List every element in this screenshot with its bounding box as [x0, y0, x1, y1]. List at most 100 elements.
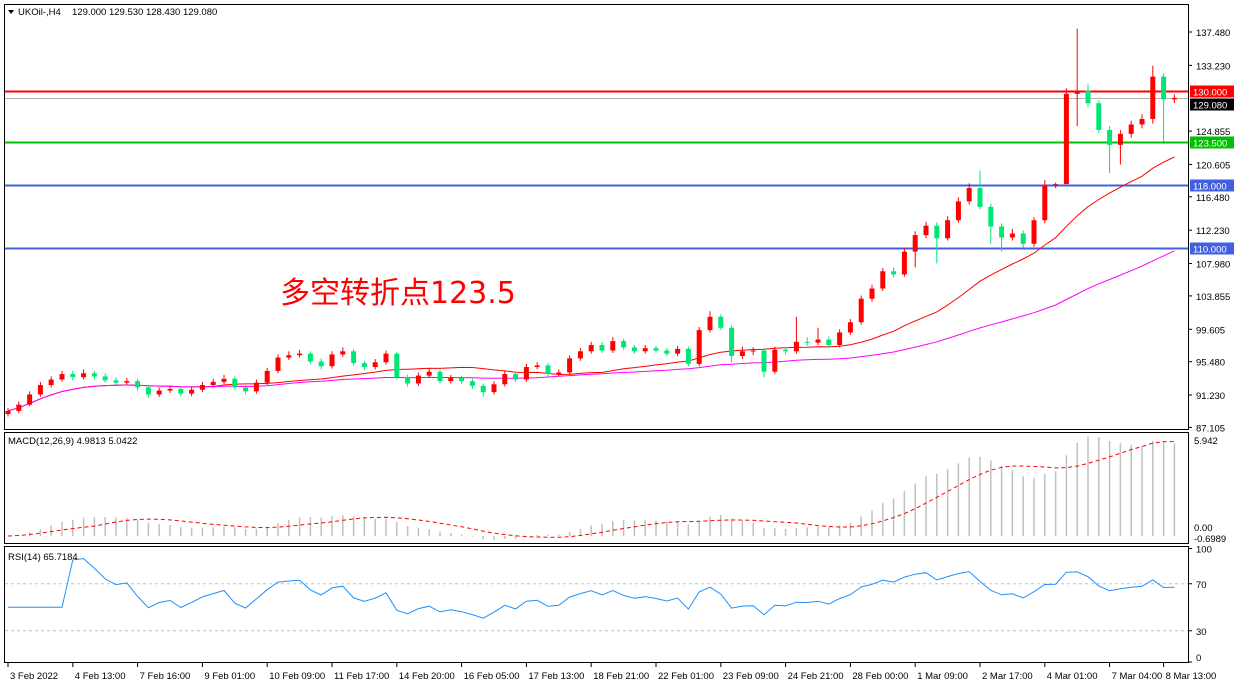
candle-body — [523, 366, 529, 380]
candle-body — [415, 375, 421, 384]
level-tag-label: 130.000 — [1193, 88, 1227, 99]
candle-body — [1042, 185, 1048, 221]
candle-body — [459, 377, 465, 382]
candle-body — [621, 341, 627, 348]
candle-body — [5, 410, 11, 415]
candle-body — [534, 365, 540, 367]
x-tick-label: 4 Feb 13:00 — [75, 671, 126, 682]
y-tick-label: 99.605 — [1196, 325, 1225, 336]
candle-body — [675, 348, 681, 354]
y-tick-label: 116.480 — [1196, 193, 1230, 204]
macd-title: MACD(12,26,9) 4.9813 5.0422 — [8, 436, 137, 447]
candle-body — [178, 388, 184, 394]
x-tick-label: 16 Feb 05:00 — [464, 671, 520, 682]
candle-body — [685, 348, 691, 364]
candle-body — [1020, 233, 1026, 244]
x-tick-label: 10 Feb 09:00 — [269, 671, 325, 682]
y-tick-label: 120.605 — [1196, 160, 1230, 171]
macd-y-label: -0.6989 — [1194, 534, 1226, 545]
candle-body — [934, 225, 940, 239]
candle-body — [599, 345, 605, 351]
y-tick-label: 87.105 — [1196, 423, 1225, 434]
candle-body — [1107, 129, 1113, 145]
candle-body — [945, 220, 951, 239]
level-tag-label: 118.000 — [1193, 182, 1227, 193]
candle-body — [869, 288, 875, 299]
candle-body — [739, 351, 745, 357]
candle-body — [1117, 133, 1123, 145]
y-tick-label: 137.480 — [1196, 28, 1230, 39]
candle-body — [815, 339, 821, 343]
candle-body — [264, 370, 270, 383]
candle-body — [1085, 90, 1091, 104]
candle-body — [999, 226, 1005, 238]
candle-body — [113, 380, 119, 383]
candle-body — [826, 339, 832, 346]
candle-body — [372, 362, 378, 367]
x-tick-label: 18 Feb 21:00 — [593, 671, 649, 682]
macd-panel[interactable] — [4, 432, 1189, 544]
candle-body — [1063, 93, 1069, 185]
candle-body — [318, 361, 324, 367]
candle-body — [232, 378, 238, 388]
level-tag-label: 129.080 — [1193, 101, 1227, 112]
candle-body — [545, 365, 551, 375]
collapse-triangle-icon[interactable] — [8, 10, 14, 14]
candle-body — [1009, 233, 1015, 238]
y-tick-label: 133.230 — [1196, 61, 1230, 72]
x-tick-label: 24 Feb 21:00 — [788, 671, 844, 682]
y-tick-label: 107.980 — [1196, 260, 1230, 271]
candle-body — [837, 332, 843, 346]
candle-body — [847, 322, 853, 333]
rsi-y-label: 30 — [1196, 627, 1207, 638]
candle-body — [469, 381, 475, 386]
candle-body — [405, 377, 411, 384]
candle-body — [70, 374, 76, 378]
candle-body — [642, 348, 648, 352]
level-tag-label: 110.000 — [1193, 245, 1227, 256]
candle-body — [783, 349, 789, 352]
candle-body — [1150, 76, 1156, 119]
candle-body — [891, 271, 897, 275]
candle-body — [901, 251, 907, 275]
level-tag-label: 123.500 — [1193, 139, 1227, 150]
candle-body — [988, 206, 994, 227]
price-panel[interactable] — [4, 4, 1189, 430]
x-tick-label: 22 Feb 01:00 — [658, 671, 714, 682]
y-tick-label: 124.855 — [1196, 127, 1230, 138]
candle-body — [772, 349, 778, 372]
ohlc-readout: 129.000 129.530 128.430 129.080 — [72, 7, 217, 18]
candle-body — [135, 381, 141, 388]
candle-body — [340, 351, 346, 355]
rsi-line — [8, 558, 1175, 619]
x-tick-label: 17 Feb 13:00 — [528, 671, 584, 682]
candle-body — [1096, 103, 1102, 130]
candle-body — [59, 374, 65, 380]
candle-body — [923, 225, 929, 236]
y-tick-label: 103.855 — [1196, 292, 1230, 303]
candle-body — [1139, 118, 1145, 125]
candle-body — [880, 271, 886, 289]
level-tag — [1190, 179, 1234, 192]
candle-body — [707, 316, 713, 331]
rsi-panel[interactable] — [4, 546, 1189, 663]
x-tick-label: 3 Feb 2022 — [10, 671, 58, 682]
candle-body — [610, 341, 616, 351]
y-tick-label: 112.230 — [1196, 226, 1230, 237]
candle-body — [577, 351, 583, 359]
candle-body — [588, 345, 594, 352]
candle-body — [653, 348, 659, 351]
candle-body — [307, 353, 313, 362]
candle-body — [426, 371, 432, 376]
candle-body — [124, 381, 130, 383]
candle-body — [37, 385, 43, 395]
macd-y-label: 5.942 — [1194, 436, 1218, 447]
rsi-y-label: 70 — [1196, 580, 1207, 591]
candle-body — [81, 373, 87, 378]
candle-body — [729, 327, 735, 357]
x-tick-label: 4 Mar 01:00 — [1047, 671, 1098, 682]
candle-body — [793, 341, 799, 352]
x-tick-label: 11 Feb 17:00 — [334, 671, 389, 682]
candle-body — [750, 350, 756, 352]
